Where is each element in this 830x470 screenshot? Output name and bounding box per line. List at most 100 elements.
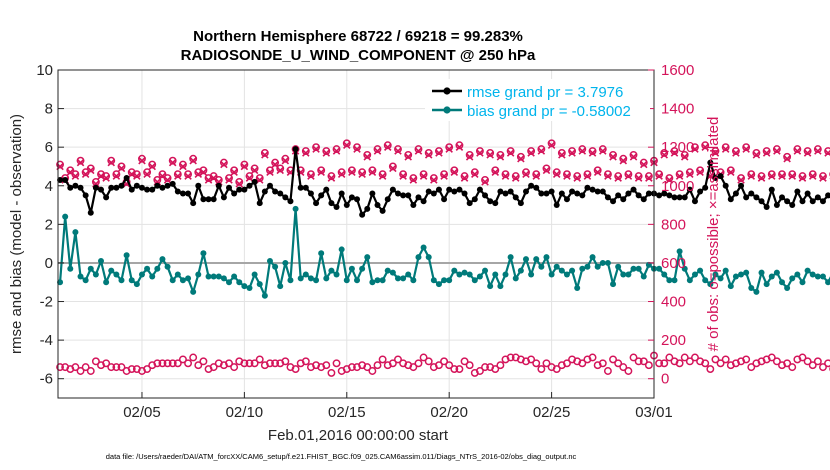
bias-point — [604, 259, 611, 266]
obs-assimilated-point — [312, 145, 320, 153]
bias-point — [185, 275, 192, 282]
bias-point — [415, 254, 422, 261]
rmse-point — [809, 198, 816, 205]
bias-point — [241, 283, 248, 290]
bias-point — [594, 263, 601, 270]
obs-assimilated-point — [511, 174, 520, 182]
rmse-point — [108, 184, 115, 191]
obs-assimilated-point — [645, 174, 653, 182]
bias-point — [323, 275, 330, 282]
obs-assimilated-point — [721, 145, 730, 153]
obs-possible-point — [337, 168, 346, 177]
rmse-point — [533, 184, 540, 191]
y-axis-label-left: rmse and bias (model - observation) — [8, 114, 25, 354]
obs-possible-point — [260, 149, 269, 157]
bias-point — [625, 271, 632, 278]
obs-possible-point — [173, 170, 182, 179]
rmse-point — [732, 190, 739, 197]
bias-point — [251, 271, 258, 278]
obs-possible-point — [711, 147, 720, 155]
obs-possible-point — [271, 359, 280, 368]
obs-assimilated-point — [696, 168, 704, 177]
obs-assimilated-point — [168, 158, 177, 167]
bias-point — [200, 250, 207, 257]
obs-possible-point — [209, 363, 218, 372]
obs-possible-point — [107, 156, 116, 165]
series-rmse — [57, 146, 830, 218]
obs-possible-point — [691, 143, 699, 152]
bias-point — [743, 269, 750, 276]
rmse-point — [292, 146, 299, 153]
rmse-point — [476, 186, 483, 193]
obs-possible-point — [619, 363, 628, 372]
obs-assimilated-point — [373, 147, 382, 155]
obs-possible-point — [716, 359, 725, 368]
obs-possible-point — [598, 359, 607, 368]
bias-point — [763, 281, 770, 288]
bias-point — [569, 267, 576, 274]
obs-possible-point — [168, 359, 177, 368]
rmse-point — [374, 202, 381, 209]
obs-assimilated-point — [76, 158, 85, 167]
obs-assimilated-point — [537, 147, 546, 155]
bias-point — [62, 213, 69, 220]
obs-assimilated-point — [66, 168, 75, 177]
obs-assimilated-point — [343, 141, 351, 150]
obs-assimilated-point — [824, 149, 830, 157]
obs-possible-point — [475, 147, 484, 155]
obs-possible-point — [516, 152, 525, 161]
obs-possible-point — [153, 359, 162, 368]
obs-possible-point — [685, 357, 694, 366]
obs-possible-point — [767, 170, 776, 179]
bias-point — [389, 269, 396, 276]
obs-possible-point — [230, 363, 239, 372]
obs-assimilated-point — [742, 145, 750, 153]
bias-point — [451, 267, 458, 274]
rmse-point — [87, 209, 94, 216]
obs-possible-point — [230, 166, 239, 175]
bias-point — [400, 275, 407, 282]
rmse-point — [164, 182, 171, 189]
rmse-point — [343, 202, 350, 209]
bias-point — [553, 263, 560, 270]
y-left-tick-label: -4 — [40, 332, 53, 349]
obs-assimilated-point — [353, 145, 361, 153]
obs-assimilated-point — [808, 172, 817, 180]
obs-possible-point — [91, 357, 100, 366]
obs-possible-point — [501, 170, 510, 179]
obs-possible-point — [112, 363, 121, 372]
bias-point — [133, 281, 140, 288]
bias-point — [512, 275, 519, 282]
obs-possible-point — [240, 359, 249, 368]
bias-point — [456, 271, 463, 278]
plot-frame — [57, 69, 655, 399]
obs-assimilated-point — [665, 176, 674, 184]
bias-point — [169, 277, 176, 284]
rmse-point — [446, 186, 453, 193]
obs-possible-point — [178, 160, 187, 169]
obs-possible-point — [542, 164, 551, 173]
rmse-point — [57, 176, 64, 183]
obs-possible-point — [388, 162, 397, 171]
bias-point — [72, 229, 79, 236]
obs-assimilated-point — [481, 178, 489, 186]
bias-point — [517, 267, 524, 274]
obs-assimilated-point — [97, 172, 105, 180]
obs-possible-point — [440, 357, 449, 366]
obs-possible-point — [163, 359, 172, 368]
obs-possible-point — [465, 361, 474, 370]
rmse-point — [784, 198, 791, 205]
obs-assimilated-point — [471, 170, 479, 178]
rmse-point — [149, 186, 156, 193]
obs-possible-point — [491, 365, 500, 374]
obs-possible-point — [496, 150, 505, 159]
series-layer — [56, 139, 830, 377]
obs-assimilated-point — [752, 151, 761, 159]
obs-possible-point — [552, 168, 561, 177]
rmse-point — [410, 202, 417, 209]
bias-point — [548, 271, 555, 278]
rmse-point — [384, 196, 391, 203]
rmse-point — [635, 192, 642, 199]
obs-possible-point — [322, 147, 331, 155]
y-left-tick-label: -6 — [40, 371, 53, 388]
